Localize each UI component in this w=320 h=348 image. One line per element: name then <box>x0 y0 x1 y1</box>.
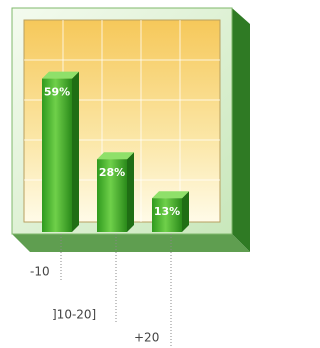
bar-side <box>182 191 189 232</box>
chart: 59% -10 28% ]10-20] 13% +20 <box>0 0 263 348</box>
bar-side <box>72 72 79 232</box>
category-label: -10 <box>30 265 50 279</box>
value-label: 59% <box>44 86 70 99</box>
category-label: ]10-20] <box>52 308 96 322</box>
value-label: 13% <box>154 205 180 218</box>
bar-side <box>127 152 134 232</box>
category-label: +20 <box>134 331 159 345</box>
value-label: 28% <box>99 166 125 179</box>
bar <box>42 79 72 232</box>
